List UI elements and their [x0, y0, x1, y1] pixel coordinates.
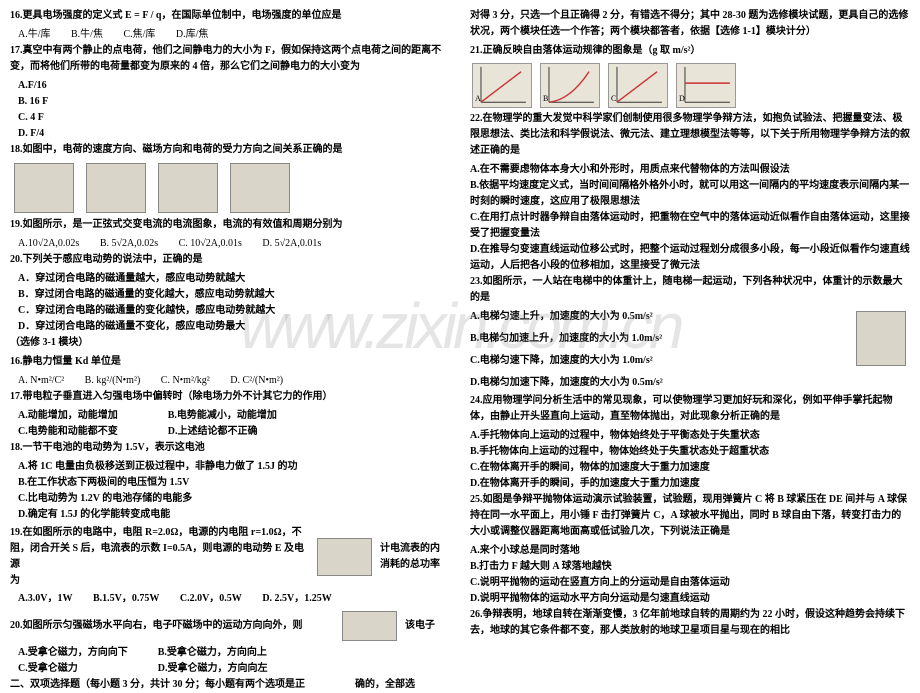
- q19b-opt-d: D. 2.5V，1.25W: [262, 591, 331, 607]
- q16a-opt-c: C.焦/库: [123, 27, 155, 43]
- q17b-opt-ab: A.动能增加，动能增加 B.电势能减小，动能增加: [18, 408, 450, 424]
- q23-opt-b: B.电梯匀加速上升，加速度的大小为 1.0m/s²: [470, 331, 848, 347]
- q19b-stem-e: 为: [10, 575, 20, 586]
- q23-elevator-fig: [856, 311, 906, 366]
- q18a-fig-a: [14, 163, 74, 213]
- q25-opt-d: D.说明平抛物体的运动水平方向分运动是匀速直线运动: [470, 591, 910, 607]
- q21-label-a: A: [475, 93, 481, 106]
- q19b-circuit-fig: [317, 538, 372, 576]
- q18b-opt-d: D.确定有 1.5J 的化学能转变成电能: [18, 507, 450, 523]
- q23-opt-d: D.电梯匀加速下降，加速度的大小为 0.5m/s²: [470, 375, 848, 391]
- q21-figs: A B C D: [470, 62, 910, 109]
- q16a-opt-b: B.牛/焦: [71, 27, 103, 43]
- q17a-opt-c: C. 4 F: [18, 110, 450, 126]
- q19b-opt-c: C.2.0V，0.5W: [180, 591, 242, 607]
- q22-opt-b: B.依据平均速度定义式，当时间间隔格外格外小时，就可以用这一间隔内的平均速度表示…: [470, 178, 910, 210]
- q19b-stem-d: 消耗的总功率: [380, 559, 440, 570]
- q23-opt-a: A.电梯匀速上升，加速度的大小为 0.5m/s²: [470, 309, 848, 325]
- q16b-stem: 16.静电力恒量 Kd 单位是: [10, 354, 450, 370]
- q18a-fig-d: [230, 163, 290, 213]
- q16b-opt-a: A. N•m²/C²: [18, 373, 64, 389]
- q16b-opt-d: D. C²/(N•m²): [230, 373, 283, 389]
- q16a-opt-d: D.库/焦: [176, 27, 209, 43]
- q18b-opt-b: B.在工作状态下两极间的电压恒为 1.5V: [18, 475, 450, 491]
- q20b-opt-cd: C.受拿仑磁力 D.受拿仑磁力，方向向左: [18, 661, 450, 677]
- q18a-stem: 18.如图中，电荷的速度方向、磁场方向和电荷的受力方向之间关系正确的是: [10, 142, 450, 158]
- q20a-opt-a: A．穿过闭合电路的磁通量越大，感应电动势就越大: [18, 271, 450, 287]
- q24-opt-d: D.在物体离开手的瞬间，手的加速度大于重力加速度: [470, 476, 910, 492]
- q19b-stem-c: 阻，闭合开关 S 后，电流表的示数 I=0.5A，则电源的电动势 E 及电源: [10, 543, 304, 570]
- q19b-stem-b: 计电流表的内: [380, 543, 440, 554]
- q16b-opt-b: B. kg²/(N•m²): [85, 373, 141, 389]
- q19b-row: 19.在如图所示的电路中，电阻 R=2.0Ω，电源的内电阻 r=1.0Ω，不 阻…: [10, 525, 450, 589]
- q26-stem: 26.争辩表明，地球自转在渐渐变慢，3 亿年前地球自转的周期约为 22 小时，假…: [470, 607, 910, 639]
- q25-opt-b: B.打击力 F 越大则 A 球落地越快: [470, 559, 910, 575]
- q22-opt-d: D.在推导匀变速直线运动位移公式时，把整个运动过程划分成很多小段，每一小段近似看…: [470, 242, 910, 274]
- q20a-opt-d: D．穿过闭合电路的磁通量不变化，感应电动势最大: [18, 319, 450, 335]
- q20a-opt-c: C．穿过闭合电路的磁通量的变化越快，感应电动势就越大: [18, 303, 450, 319]
- q21-label-c: C: [611, 93, 616, 106]
- q24-opt-b: B.手托物体向上运动的过程中，物体始终处于失重状态处于超重状态: [470, 444, 910, 460]
- q17a-stem: 17.真空中有两个静止的点电荷，他们之间静电力的大小为 F，假如保持这两个点电荷…: [10, 43, 450, 75]
- q21-plot-b: B: [540, 63, 600, 108]
- q20b-row: 20.如图所示匀强磁场水平向右，电子吓磁场中的运动方向向外，则 该电子: [10, 609, 450, 643]
- left-column: 16.更具电场强度的定义式 E = F / q，在国际单位制中，电场强度的单位应…: [0, 0, 460, 651]
- intro-cont: 对得 3 分，只选一个且正确得 2 分，有错选不得分；其中 28-30 题为选修…: [470, 8, 910, 40]
- q25-opt-c: C.说明平抛物的运动在竖直方向上的分运动是自由落体运动: [470, 575, 910, 591]
- right-column: 对得 3 分，只选一个且正确得 2 分，有错选不得分；其中 28-30 题为选修…: [460, 0, 920, 651]
- q16a-stem: 16.更具电场强度的定义式 E = F / q，在国际单位制中，电场强度的单位应…: [10, 8, 450, 24]
- q18a-fig-c: [158, 163, 218, 213]
- q20b-stem-b: 该电子: [405, 620, 435, 631]
- q22-opt-a: A.在不需要虑物体本身大小和外形时，用质点来代替物体的方法叫假设法: [470, 162, 910, 178]
- module-label: （选修 3-1 模块）: [10, 335, 450, 351]
- section2-header: 二、双项选择题（每小题 3 分，共计 30 分；每小题有两个选项是正 确的，全部…: [10, 677, 450, 693]
- q19a-stem: 19.如图所示，是一正弦式交变电流的电流图象，电流的有效值和周期分别为: [10, 217, 450, 233]
- q25-stem: 25.如图是争辩平抛物体运动演示试验装置，试验题，现用弹簧片 C 将 B 球紧压…: [470, 492, 910, 540]
- q17b-opt-cd: C.电势能和动能都不变 D.上述结论都不正确: [18, 424, 450, 440]
- q19a-opt-b: B. 5√2A,0.02s: [100, 236, 158, 252]
- q22-stem: 22.在物理学的重大发觉中科学家们创制使用很多物理学争辩方法，如抱负试验法、把握…: [470, 111, 910, 159]
- q18b-opt-a: A.将 1C 电量由负极移送到正极过程中，非静电力做了 1.5J 的功: [18, 459, 450, 475]
- q19a-opt-d: D. 5√2A,0.01s: [262, 236, 321, 252]
- q23-stem: 23.如图所示，一人站在电梯中的体重计上，随电梯一起运动，下列各种状况中，体重计…: [470, 274, 910, 306]
- q25-opt-a: A.来个小球总是同时落地: [470, 543, 910, 559]
- q16a-opt-a: A.牛/库: [18, 27, 51, 43]
- q19a-opt-a: A.10√2A,0.02s: [18, 236, 79, 252]
- q22-opt-c: C.在用打点计时器争辩自由落体运动时，把重物在空气中的落体运动近似看作自由落体运…: [470, 210, 910, 242]
- q17a-opt-b: B. 16 F: [18, 94, 450, 110]
- q18a-fig-b: [86, 163, 146, 213]
- q20b-field-fig: [342, 611, 397, 641]
- q20b-stem-a: 20.如图所示匀强磁场水平向右，电子吓磁场中的运动方向向外，则: [10, 620, 303, 631]
- q21-plot-d: D: [676, 63, 736, 108]
- q23-opt-c: C.电梯匀速下降，加速度的大小为 1.0m/s²: [470, 353, 848, 369]
- q19b-opt-a: A.3.0V，1W: [18, 591, 72, 607]
- q18b-opt-c: C.比电动势为 1.2V 的电池存储的电能多: [18, 491, 450, 507]
- q19a-opt-c: C. 10√2A,0.01s: [179, 236, 242, 252]
- q21-label-b: B: [543, 93, 548, 106]
- q16b-opt-c: C. N•m²/kg²: [161, 373, 210, 389]
- q24-opt-a: A.手托物体向上运动的过程中，物体始终处于平衡态处于失重状态: [470, 428, 910, 444]
- q21-plot-c: C: [608, 63, 668, 108]
- q19b-opt-b: B.1.5V，0.75W: [93, 591, 159, 607]
- q18b-stem: 18.一节干电池的电动势为 1.5V，表示这电池: [10, 440, 450, 456]
- q17b-stem: 17.带电粒子垂直进入匀强电场中偏转时（除电场力外不计其它力的作用）: [10, 389, 450, 405]
- q21-stem: 21.正确反映自由落体运动规律的图象是（g 取 m/s²）: [470, 43, 910, 59]
- q24-opt-c: C.在物体离开手的瞬间，物体的加速度大于重力加速度: [470, 460, 910, 476]
- q17a-opt-a: A.F/16: [18, 78, 450, 94]
- q20a-stem: 20.下列关于感应电动势的说法中，正确的是: [10, 252, 450, 268]
- q19b-stem-a: 19.在如图所示的电路中，电阻 R=2.0Ω，电源的内电阻 r=1.0Ω，不: [10, 527, 302, 538]
- q21-label-d: D: [679, 93, 685, 106]
- q20a-opt-b: B．穿过闭合电路的磁通量的变化越大，感应电动势就越大: [18, 287, 450, 303]
- q24-stem: 24.应用物理学问分析生活中的常见现象，可以使物理学习更加好玩和深化，例如平伸手…: [470, 393, 910, 425]
- q18a-figs: [10, 161, 450, 215]
- q21-plot-a: A: [472, 63, 532, 108]
- q17a-opt-d: D. F/4: [18, 126, 450, 142]
- q20b-opt-ab: A.受拿仑磁力，方向向下 B.受拿仑磁力，方向向上: [18, 645, 450, 661]
